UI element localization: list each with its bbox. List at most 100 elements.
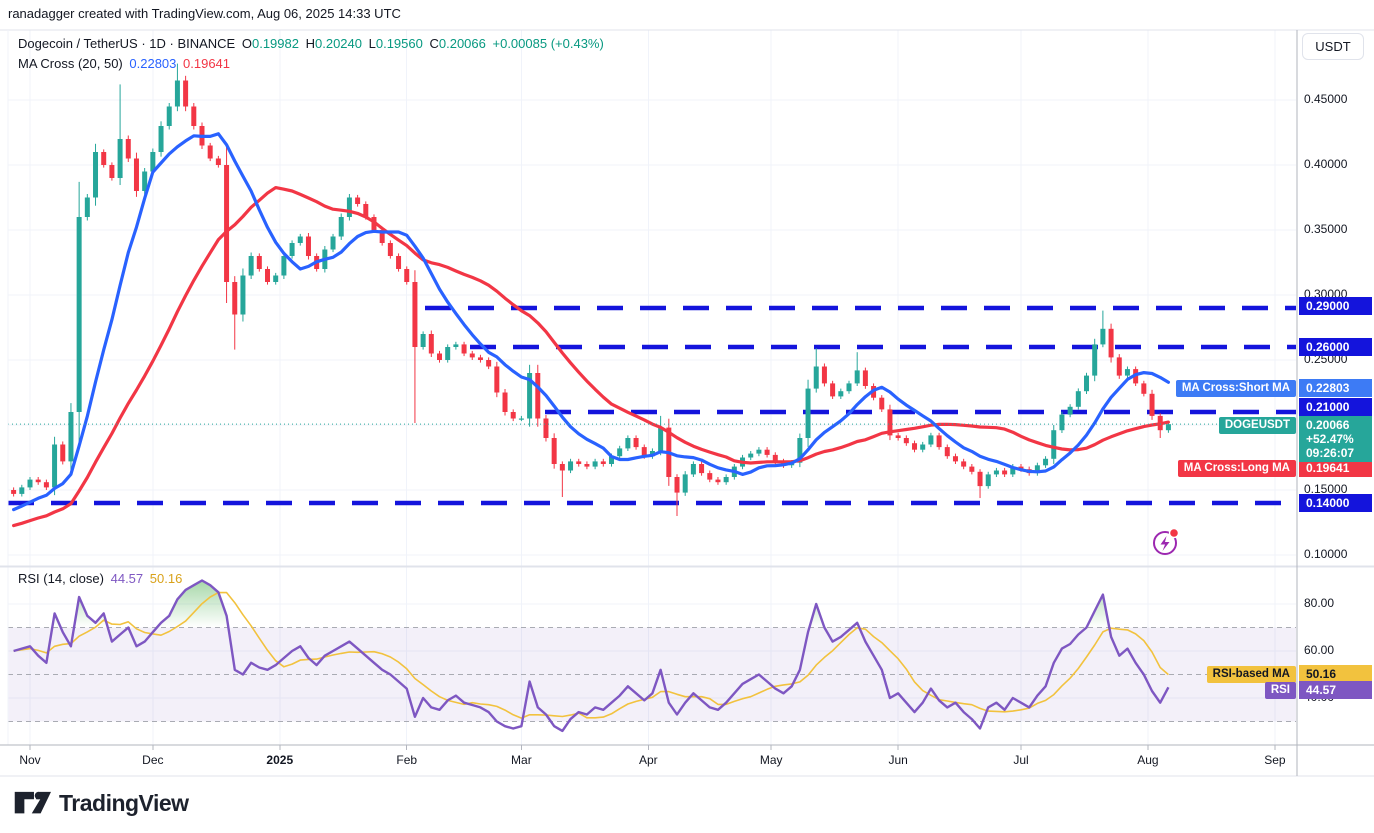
- candle-body: [420, 334, 426, 347]
- candle-body: [543, 418, 549, 438]
- candle-body: [707, 473, 713, 480]
- rsi-overbought-fill: [809, 604, 825, 628]
- candle-body: [936, 435, 942, 448]
- candle-body: [52, 444, 58, 488]
- ma-cross-legend-row[interactable]: MA Cross (20, 50) 0.22803 0.19641: [18, 56, 233, 71]
- candle-body: [68, 412, 74, 462]
- candle-body: [813, 366, 819, 389]
- rsi-ma-line[interactable]: [13, 591, 1169, 719]
- candle-body: [633, 438, 639, 448]
- time-axis-month-label[interactable]: May: [759, 753, 783, 767]
- candle-body: [265, 269, 271, 282]
- rsi-label[interactable]: RSI (14, close): [18, 571, 104, 586]
- ma-cross-label[interactable]: MA Cross (20, 50): [18, 56, 123, 71]
- time-axis-month-label[interactable]: 2025: [266, 753, 294, 767]
- candle-body: [1165, 424, 1171, 431]
- price-axis-badge: 0.14000: [1299, 494, 1372, 512]
- flash-icon[interactable]: [1153, 527, 1180, 555]
- candle-body: [600, 461, 606, 464]
- time-axis-month-label[interactable]: Jun: [888, 753, 908, 767]
- candle-body: [232, 282, 238, 315]
- ohlc-high-value: 0.20240: [315, 36, 362, 51]
- currency-toggle-button[interactable]: USDT: [1302, 33, 1364, 60]
- candle-body: [150, 152, 156, 172]
- candle-body: [584, 464, 590, 467]
- ohlc-open-label: O: [241, 36, 252, 51]
- candle-body: [101, 152, 107, 165]
- candle-body: [944, 447, 950, 457]
- candle-body: [510, 412, 516, 419]
- time-axis-month-label[interactable]: Nov: [19, 753, 41, 767]
- candle-body: [412, 282, 418, 347]
- candle-body: [1124, 369, 1130, 376]
- series-tag-rsi-based-ma[interactable]: RSI-based MA: [1206, 665, 1296, 683]
- candle-body: [494, 366, 500, 393]
- candle-body: [19, 487, 25, 494]
- candle-body: [240, 275, 246, 315]
- candle-body: [838, 391, 844, 397]
- time-axis-month-label[interactable]: Sep: [1264, 753, 1286, 767]
- ohlc-low-label: L: [368, 36, 376, 51]
- candle-body: [1018, 466, 1024, 470]
- candle-body: [912, 443, 918, 450]
- candle-body: [330, 236, 336, 250]
- candle-body: [60, 444, 66, 462]
- candle-body: [273, 275, 279, 282]
- candle-body: [166, 106, 172, 126]
- ma-long-line[interactable]: [12, 186, 1170, 528]
- candle-body: [76, 217, 82, 412]
- price-tick-label: 0.15000: [1304, 482, 1348, 496]
- series-tag-ma-cross-short-ma[interactable]: MA Cross:Short MA: [1175, 379, 1296, 397]
- series-tag-rsi[interactable]: RSI: [1264, 681, 1296, 699]
- candle-body: [158, 126, 164, 152]
- candle-body: [879, 397, 885, 410]
- rsi-tick-label: 80.00: [1304, 596, 1335, 610]
- candle-body: [699, 464, 705, 474]
- time-axis-month-label[interactable]: Feb: [396, 753, 418, 767]
- current-price-badge-line: +52.47%: [1306, 432, 1354, 446]
- candle-body: [125, 139, 131, 159]
- ohlc-high-label: H: [305, 36, 315, 51]
- candle-body: [952, 456, 958, 462]
- candle-body: [821, 366, 827, 384]
- series-tag-ma-cross-long-ma[interactable]: MA Cross:Long MA: [1177, 459, 1296, 477]
- time-axis-month-label[interactable]: Aug: [1137, 753, 1159, 767]
- candle-body: [674, 477, 680, 493]
- candle-body: [281, 256, 287, 276]
- candle-body: [437, 353, 442, 360]
- candle-body: [658, 427, 664, 451]
- rsi-overbought-fill: [156, 580, 229, 628]
- time-axis-month-label[interactable]: Dec: [142, 753, 164, 767]
- candle-body: [764, 449, 770, 455]
- candle-body: [748, 453, 754, 458]
- candle-body: [625, 438, 631, 449]
- candle-body: [1034, 465, 1040, 474]
- rsi-axis-badge: 50.16: [1299, 665, 1372, 683]
- candle-body: [117, 139, 123, 178]
- time-axis-month-label[interactable]: Apr: [639, 753, 658, 767]
- ma-short-line[interactable]: [12, 132, 1170, 512]
- change-value: +0.00085 (+0.43%): [492, 36, 604, 51]
- candle-body: [895, 435, 901, 438]
- rsi-axis-badge: 44.57: [1299, 681, 1372, 699]
- tradingview-logo[interactable]: TradingView: [14, 788, 189, 818]
- series-tag-dogeusdt[interactable]: DOGEUSDT: [1218, 416, 1296, 434]
- price-axis-badge: 0.26000: [1299, 338, 1372, 356]
- candle-body: [568, 461, 574, 471]
- symbol-title[interactable]: Dogecoin / TetherUS · 1D · BINANCE: [18, 36, 236, 51]
- candle-body: [502, 392, 508, 412]
- rsi-legend-row[interactable]: RSI (14, close) 44.57 50.16: [18, 571, 185, 586]
- candle-body: [207, 145, 213, 159]
- price-tick-label: 0.10000: [1304, 547, 1348, 561]
- time-axis-month-label[interactable]: Mar: [511, 753, 532, 767]
- time-axis-month-label[interactable]: Jul: [1013, 753, 1029, 767]
- candle-body: [903, 438, 909, 444]
- candle-body: [183, 80, 189, 107]
- candle-body: [453, 344, 459, 347]
- symbol-legend-row[interactable]: Dogecoin / TetherUS · 1D · BINANCE O0.19…: [18, 36, 607, 51]
- candle-body: [338, 217, 344, 237]
- price-tick-label: 0.40000: [1304, 157, 1348, 171]
- rsi-line[interactable]: [13, 579, 1170, 733]
- price-tick-label: 0.45000: [1304, 92, 1348, 106]
